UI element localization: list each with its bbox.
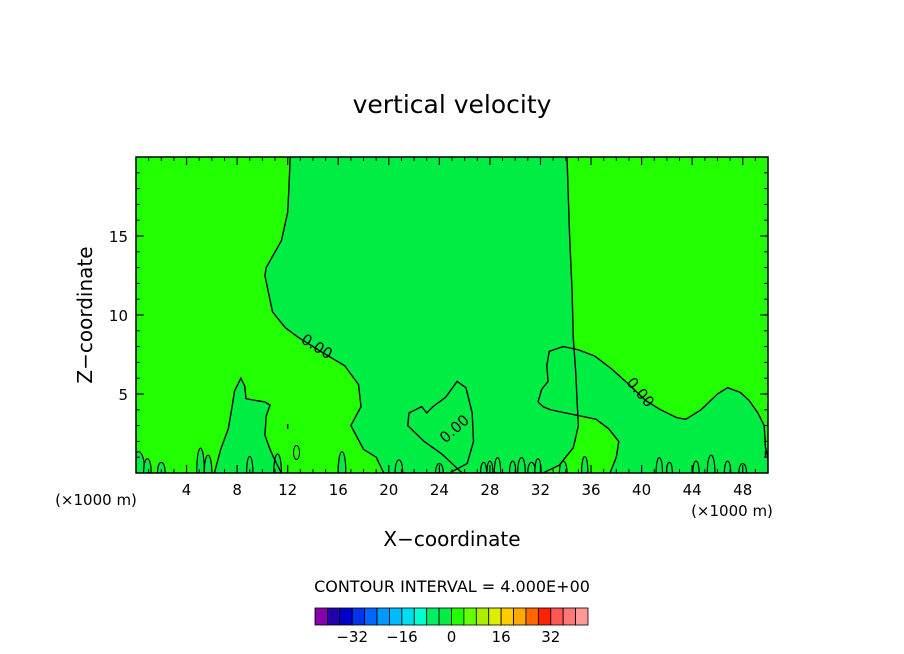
negative-region-right [538,346,768,473]
colorbar-tick-label: 0 [447,628,457,646]
colorbar-swatch [339,607,353,626]
x-axis-ticks: 4 8 12 16 20 24 28 32 36 40 44 48 [148,157,756,499]
colorbar-swatch [413,607,428,626]
zero-contour-line-left-plume [213,376,283,473]
y-tick-label: 10 [109,307,128,325]
y-axis-label: Z−coordinate [73,246,97,383]
y-tick-label: 15 [109,228,128,246]
colorbar-swatch [426,607,440,626]
ground-cell [479,461,488,473]
ground-cell [580,455,589,473]
ground-cell [493,457,502,473]
colorbar-swatch [500,607,514,626]
x-unit-left: (×1000 m) [55,491,137,509]
colorbar-swatch [575,607,589,626]
x-tick-label: 12 [278,481,297,499]
contour-layer: 0.000.000.00 [136,157,768,473]
x-tick-label: 16 [329,481,348,499]
x-tick-label: 36 [581,481,600,499]
zero-contour-line-right-base [537,401,620,473]
colorbar [314,607,589,626]
negative-region-center [264,157,579,473]
x-tick-label: 32 [531,481,550,499]
x-tick-label: 8 [232,481,242,499]
x-tick-label: 20 [379,481,398,499]
colorbar-tick-label: 32 [541,628,560,646]
y-tick-label: 5 [118,386,128,404]
colorbar-swatch [314,607,328,626]
ground-cell [655,457,664,473]
ground-cell [706,454,716,473]
colorbar-swatch [463,607,477,626]
x-axis-label: X−coordinate [383,527,520,551]
colorbar-swatch [451,607,465,626]
x-tick-label: 48 [733,481,752,499]
x-tick-label: 44 [683,481,702,499]
ground-cell [142,458,152,473]
colorbar-swatch [562,607,576,626]
x-unit-right: (×1000 m) [691,502,773,520]
colorbar-swatch [351,607,366,626]
colorbar-swatch [376,607,390,626]
ground-cell [337,451,347,473]
colorbar-swatch [475,607,490,626]
colorbar-swatch [550,607,564,626]
colorbar-tick-label: −32 [336,628,368,646]
colorbar-swatch [327,607,341,626]
y-axis-ticks: 5 10 15 [109,172,768,458]
colorbar-swatch [401,607,415,626]
contour-interval-label: CONTOUR INTERVAL = 4.000E+00 [314,577,590,596]
colorbar-swatch [488,607,502,626]
ground-cell [203,454,213,473]
x-tick-label: 40 [632,481,651,499]
colorbar-swatch [438,607,452,626]
chart-title: vertical velocity [353,90,552,119]
x-tick-label: 4 [182,481,192,499]
small-contour-cell [293,444,301,460]
ground-cell [692,460,700,473]
colorbar-swatch [389,607,403,626]
x-tick-label: 28 [480,481,499,499]
colorbar-swatch [513,607,527,626]
ground-cell [196,447,205,473]
colorbar-tick-label: −16 [386,628,418,646]
zero-contour-line-center [264,157,580,473]
colorbar-swatch [525,607,539,626]
colorbar-swatch [364,607,378,626]
x-tick-label: 24 [430,481,449,499]
colorbar-swatch [537,607,552,626]
zero-contour-line-right [537,345,768,473]
ground-cell [517,457,526,473]
colorbar-tick-labels: −32 −16 0 16 32 [336,628,560,646]
colorbar-tick-label: 16 [492,628,511,646]
